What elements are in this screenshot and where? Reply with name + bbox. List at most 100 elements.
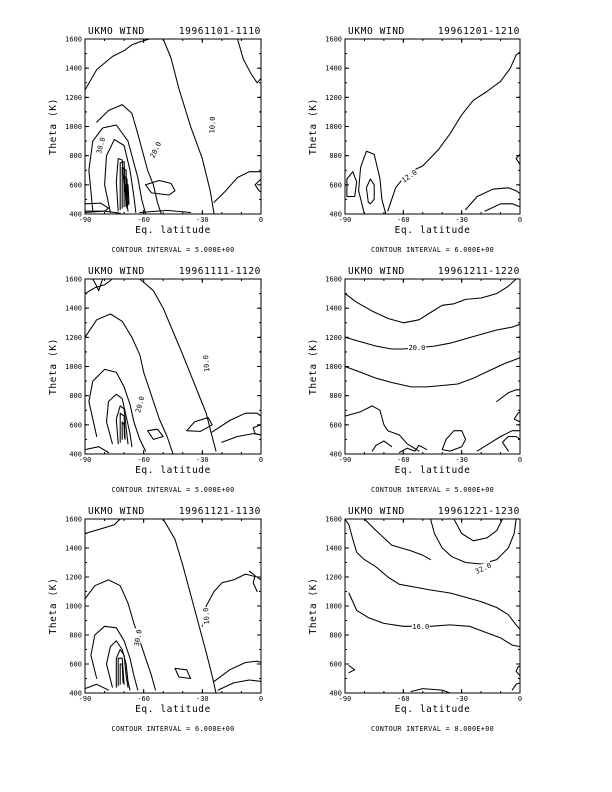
y-tick-label: 1400 [65, 545, 82, 553]
contour-label: 12.0 [399, 167, 419, 185]
contour-line [221, 433, 262, 443]
contour-line [211, 412, 262, 433]
plot-frame [344, 38, 521, 215]
y-tick-label: 1000 [325, 603, 342, 611]
y-tick-label: 1200 [65, 334, 82, 342]
contour-line [217, 679, 262, 691]
plot-frame [84, 278, 262, 455]
contour-line [139, 278, 217, 452]
contour-line [186, 416, 213, 432]
contour-line [430, 518, 517, 565]
y-tick-label: 1600 [65, 36, 82, 44]
contour-line [344, 278, 517, 324]
contour-line [84, 278, 113, 295]
contour-interval-note: CONTOUR INTERVAL = 8.000E+00 [371, 725, 494, 733]
contour-label-text: 10.0 [202, 355, 211, 372]
contour-lines [344, 278, 521, 454]
contour-label: 10.0 [207, 115, 217, 135]
contour-line [344, 405, 420, 452]
y-tick-label: 800 [69, 152, 82, 160]
contour-line [465, 187, 521, 211]
contour-label: 10.0 [200, 354, 211, 373]
contour-lines [84, 38, 262, 215]
y-tick-label: 1400 [325, 65, 342, 73]
contour-line [115, 405, 129, 445]
y-tick-label: 600 [69, 181, 82, 189]
contour-line [484, 203, 521, 212]
contour-lines [84, 518, 262, 694]
panel-title-dates: 19961221-1230 [438, 506, 520, 517]
contour-line [125, 184, 130, 206]
x-tick-label: 0 [518, 456, 522, 464]
y-tick-label: 600 [329, 661, 342, 669]
x-axis-label: Eq. latitude [395, 704, 471, 715]
x-tick-label: -60 [397, 216, 410, 224]
x-tick-label: 0 [259, 456, 263, 464]
contour-line [213, 171, 262, 203]
contour-line [501, 435, 521, 452]
panel-title-left: UKMO WIND [88, 506, 145, 517]
contour-interval-note: CONTOUR INTERVAL = 6.000E+00 [371, 246, 494, 254]
x-tick-label: 0 [259, 695, 263, 703]
y-tick-label: 600 [69, 661, 82, 669]
contour-label-text: 10.0 [202, 607, 211, 624]
y-axis-label: Theta (K) [48, 98, 59, 155]
x-tick-label: 0 [259, 216, 263, 224]
y-tick-label: 1400 [65, 65, 82, 73]
y-tick-label: 1400 [325, 545, 342, 553]
plot-frame [344, 278, 521, 455]
y-tick-label: 1200 [325, 94, 342, 102]
x-tick-label: -60 [137, 216, 150, 224]
y-tick-label: 1200 [65, 94, 82, 102]
panel-title-dates: 19961121-1130 [179, 506, 261, 517]
y-tick-label: 1200 [325, 574, 342, 582]
x-axis-label: Eq. latitude [135, 225, 211, 236]
contour-lines [344, 518, 521, 694]
contour-line [162, 518, 217, 694]
contour-panel: UKMO WIND 19961211-1220 20.0 -90 -60 -30 0 400 6… [308, 266, 522, 494]
x-tick-label: -90 [339, 456, 352, 464]
x-tick-label: -90 [79, 695, 92, 703]
contour-line [104, 139, 137, 214]
y-tick-label: 600 [69, 421, 82, 429]
x-axis-label: Eq. latitude [395, 225, 471, 236]
contour-line [84, 210, 121, 214]
y-axis-label: Theta (K) [308, 578, 319, 635]
contour-panel: UKMO WIND 19961111-1120 20.0 10.0 -90 -60 -30 0… [48, 266, 263, 494]
y-tick-label: 1200 [325, 334, 342, 342]
contour-line [84, 683, 110, 691]
contour-line [254, 178, 262, 193]
contour-line [441, 430, 467, 452]
y-tick-label: 1000 [325, 363, 342, 371]
contour-panel: UKMO WIND 19961221-1230 32.0 16.0 -90 -60 -30 0… [308, 506, 522, 733]
panel-title-left: UKMO WIND [348, 26, 405, 37]
x-tick-label: -60 [397, 695, 410, 703]
x-axis-label: Eq. latitude [395, 465, 471, 476]
contour-line [213, 660, 262, 682]
panel-title-dates: 19961211-1220 [438, 266, 520, 277]
contour-line [476, 430, 521, 452]
contour-label-text: 30.0 [95, 136, 107, 154]
contour-line [88, 368, 147, 452]
contour-line [119, 160, 127, 211]
panel-title-left: UKMO WIND [348, 506, 405, 517]
contour-line [496, 389, 521, 403]
y-tick-label: 800 [69, 392, 82, 400]
contour-line [344, 323, 521, 350]
y-tick-label: 1600 [65, 516, 82, 524]
x-tick-label: -30 [196, 695, 209, 703]
contour-line [236, 38, 262, 84]
contour-line [84, 313, 174, 455]
y-tick-label: 600 [329, 181, 342, 189]
contour-line [84, 579, 156, 691]
contour-interval-note: CONTOUR INTERVAL = 6.000E+00 [112, 725, 235, 733]
contour-label: 30.0 [131, 628, 144, 648]
contour-line [410, 688, 451, 694]
contour-line [358, 150, 387, 215]
contour-line [88, 124, 147, 215]
x-tick-label: -30 [455, 216, 468, 224]
contour-line [119, 663, 124, 685]
contour-lines [84, 278, 262, 455]
contour-line [121, 421, 126, 440]
